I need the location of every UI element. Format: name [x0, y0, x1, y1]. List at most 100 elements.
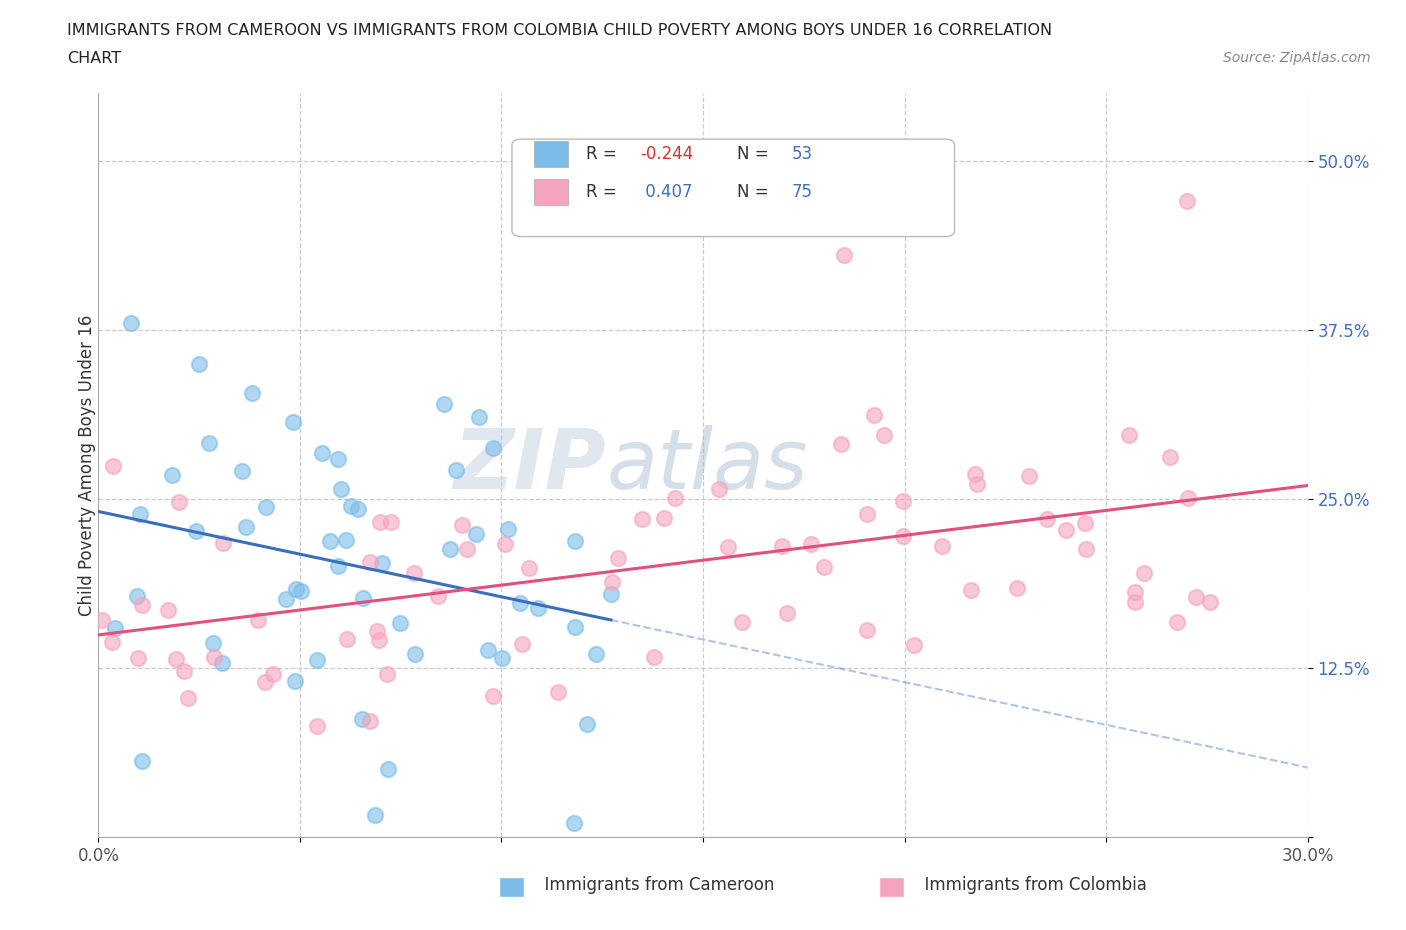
Point	[564, 534, 586, 549]
Point	[91, 613, 114, 628]
Point	[359, 554, 381, 569]
Point	[371, 555, 394, 570]
Point	[966, 477, 988, 492]
Point	[770, 538, 793, 553]
Text: ZIP: ZIP	[454, 424, 606, 506]
Point	[832, 248, 855, 263]
Text: R =: R =	[586, 145, 621, 164]
Point	[367, 632, 389, 647]
Point	[335, 532, 357, 547]
Point	[202, 649, 225, 664]
Point	[873, 428, 896, 443]
Point	[600, 587, 623, 602]
Point	[211, 655, 233, 670]
Point	[1074, 515, 1097, 530]
Point	[856, 506, 879, 521]
Point	[160, 467, 183, 482]
Point	[188, 356, 211, 371]
Point	[1005, 581, 1028, 596]
Point	[336, 631, 359, 646]
Point	[368, 514, 391, 529]
Text: IMMIGRANTS FROM CAMEROON VS IMMIGRANTS FROM COLOMBIA CHILD POVERTY AMONG BOYS UN: IMMIGRANTS FROM CAMEROON VS IMMIGRANTS F…	[67, 23, 1053, 38]
Point	[127, 650, 149, 665]
Point	[1125, 585, 1147, 600]
Point	[254, 674, 277, 689]
Point	[352, 711, 374, 726]
Point	[404, 646, 426, 661]
Point	[120, 315, 142, 330]
Point	[131, 597, 153, 612]
Point	[402, 565, 425, 580]
Point	[893, 494, 915, 509]
Point	[527, 600, 550, 615]
Point	[131, 753, 153, 768]
Point	[176, 690, 198, 705]
Point	[602, 574, 624, 589]
Point	[104, 621, 127, 636]
Point	[211, 536, 233, 551]
Point	[167, 494, 190, 509]
Point	[517, 561, 540, 576]
Point	[606, 551, 628, 565]
Point	[1054, 523, 1077, 538]
Point	[165, 652, 187, 667]
Point	[1175, 193, 1198, 208]
Point	[776, 605, 799, 620]
Point	[125, 589, 148, 604]
Point	[330, 482, 353, 497]
Point	[202, 636, 225, 651]
Point	[491, 651, 513, 666]
Point	[157, 603, 180, 618]
Point	[311, 445, 333, 460]
Point	[281, 415, 304, 430]
Point	[284, 674, 307, 689]
Point	[1035, 512, 1057, 526]
Point	[307, 652, 329, 667]
Point	[494, 537, 516, 551]
Point	[246, 612, 269, 627]
Point	[326, 558, 349, 573]
Text: 0.407: 0.407	[640, 182, 693, 201]
FancyBboxPatch shape	[512, 140, 955, 236]
Point	[456, 541, 478, 556]
Text: N =: N =	[737, 182, 773, 201]
Point	[496, 521, 519, 536]
Text: 75: 75	[792, 182, 813, 201]
Point	[444, 462, 467, 477]
Point	[359, 713, 381, 728]
Point	[285, 581, 308, 596]
Point	[1076, 541, 1098, 556]
Point	[547, 684, 569, 699]
Point	[481, 441, 503, 456]
Point	[346, 502, 368, 517]
Point	[903, 638, 925, 653]
Point	[173, 663, 195, 678]
Point	[450, 518, 472, 533]
Point	[891, 528, 914, 543]
Point	[643, 649, 665, 664]
Point	[326, 452, 349, 467]
Text: Immigrants from Colombia: Immigrants from Colombia	[914, 876, 1147, 895]
Point	[664, 490, 686, 505]
Point	[863, 407, 886, 422]
Text: Source: ZipAtlas.com: Source: ZipAtlas.com	[1223, 51, 1371, 65]
Point	[830, 436, 852, 451]
FancyBboxPatch shape	[534, 179, 568, 205]
Point	[129, 506, 152, 521]
Point	[254, 499, 277, 514]
Point	[101, 458, 124, 473]
Point	[339, 498, 361, 513]
Point	[800, 537, 823, 551]
Point	[290, 584, 312, 599]
Point	[274, 591, 297, 606]
Point	[1177, 491, 1199, 506]
Point	[731, 615, 754, 630]
Point	[307, 718, 329, 733]
Point	[439, 541, 461, 556]
Point	[198, 436, 221, 451]
Point	[509, 595, 531, 610]
Text: R =: R =	[586, 182, 621, 201]
Point	[707, 482, 730, 497]
Point	[186, 524, 208, 538]
Point	[477, 642, 499, 657]
